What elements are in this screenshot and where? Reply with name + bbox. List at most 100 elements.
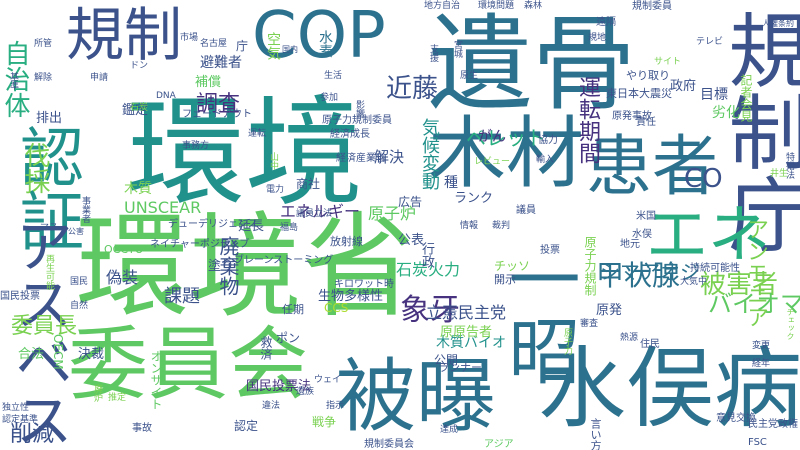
word: 遺骨 bbox=[428, 3, 637, 125]
word: 大気中 bbox=[680, 277, 708, 287]
word: 東日本大震災 bbox=[606, 87, 672, 100]
word: 立憲民主党 bbox=[426, 303, 507, 322]
word: マス bbox=[40, 223, 59, 233]
word: 原原告者 bbox=[440, 325, 493, 340]
word: 独立性 bbox=[2, 403, 30, 413]
word: 地元 bbox=[620, 239, 640, 250]
word: 偽装 bbox=[106, 268, 139, 287]
word: 排出 bbox=[36, 111, 63, 126]
word: チッソ bbox=[494, 259, 531, 273]
word: CCS bbox=[324, 301, 349, 315]
word: 戦争 bbox=[312, 415, 337, 429]
word: 原子力 bbox=[562, 328, 572, 355]
word: 運転 bbox=[248, 129, 267, 139]
word: 国内 bbox=[282, 45, 298, 54]
word: 審査 bbox=[580, 319, 599, 329]
word: 空気 bbox=[265, 32, 281, 60]
word: 木質バイオ bbox=[436, 335, 506, 351]
word: 課題 bbox=[164, 286, 200, 307]
word: OECM bbox=[51, 334, 65, 370]
word: 石炭火力 bbox=[396, 260, 461, 279]
word: 木材 bbox=[428, 109, 585, 199]
word: ドン bbox=[130, 61, 149, 71]
word: 認定 bbox=[234, 419, 259, 433]
word: 水俣病 bbox=[538, 337, 800, 440]
word: チェック bbox=[786, 308, 795, 340]
word: 言い方 bbox=[589, 418, 602, 450]
word: 電力 bbox=[266, 185, 285, 195]
word: 経済産業省 bbox=[336, 153, 386, 164]
word: 規地 bbox=[588, 33, 607, 43]
word: 責任 bbox=[636, 117, 656, 128]
word: 国民投票法 bbox=[246, 379, 312, 394]
word: 決裁 bbox=[78, 347, 105, 362]
word: 経済成長 bbox=[330, 129, 370, 140]
word: 裁判 bbox=[492, 221, 511, 231]
word: 劣化 bbox=[712, 105, 740, 121]
word: 患者 bbox=[586, 128, 718, 205]
word: 原子力規制委員 bbox=[322, 115, 392, 126]
word: 所管 bbox=[34, 39, 53, 49]
word: エネルギー bbox=[280, 202, 361, 221]
word: OCCTO bbox=[104, 243, 144, 256]
word: 国民投票 bbox=[0, 291, 40, 302]
word: 石炭 bbox=[130, 103, 149, 113]
word: 原発 bbox=[596, 303, 623, 318]
word: ペレット bbox=[466, 126, 546, 150]
word: 福島 bbox=[280, 223, 299, 233]
word: FSC bbox=[748, 437, 767, 448]
word: 環境 bbox=[127, 84, 364, 222]
word: 延長 bbox=[238, 219, 265, 234]
word: 住民 bbox=[640, 339, 660, 350]
word: アンモニア bbox=[743, 218, 768, 328]
word: 熱源 bbox=[620, 333, 639, 343]
word: 広告 bbox=[398, 195, 423, 209]
word: バイオマス bbox=[708, 290, 800, 318]
word: 自治体 bbox=[0, 40, 30, 118]
word: 遠隔 bbox=[596, 17, 616, 28]
word: 井生 bbox=[770, 169, 789, 179]
word: テレビ bbox=[696, 37, 724, 47]
word: CO bbox=[684, 164, 723, 194]
word: やり取り bbox=[626, 69, 670, 82]
word: 記者会見 bbox=[739, 74, 753, 122]
word: 人権条約 bbox=[762, 19, 794, 28]
word: 運転期間 bbox=[575, 76, 600, 164]
word: 持続可能性 bbox=[690, 263, 740, 274]
word: 議員 bbox=[516, 205, 536, 216]
word: 認証 bbox=[9, 124, 83, 252]
word: 事務方 bbox=[182, 141, 210, 151]
word: 支援 bbox=[428, 44, 438, 62]
word: 国民 bbox=[70, 277, 89, 287]
word: シマアオジ bbox=[600, 260, 700, 284]
word: 商社 bbox=[296, 177, 321, 191]
word: 削減 bbox=[10, 422, 55, 447]
word: 象牙 bbox=[400, 293, 460, 328]
word: 再生可能 bbox=[44, 254, 54, 290]
word: 水素 bbox=[317, 30, 333, 58]
word: 庁 bbox=[236, 39, 249, 53]
word: 原子炉 bbox=[368, 204, 417, 223]
word: 基準 bbox=[8, 72, 18, 90]
word: ポン bbox=[276, 331, 301, 345]
word: 米国 bbox=[636, 211, 656, 222]
word: デューデリジェンス bbox=[168, 219, 258, 230]
word: ウェイ bbox=[314, 375, 342, 385]
word: ブレーンストーミング bbox=[234, 255, 334, 266]
word: 規制 bbox=[66, 1, 183, 69]
word: 協力 bbox=[538, 135, 558, 146]
word: 木質 bbox=[124, 181, 152, 197]
word: アジア bbox=[484, 439, 514, 450]
word: 行政 bbox=[419, 242, 434, 268]
word: 公開 bbox=[434, 353, 459, 367]
word: 認定基準 bbox=[2, 415, 39, 425]
word: 輸入 bbox=[536, 155, 555, 165]
word: アスベスト bbox=[5, 216, 73, 450]
word: 遺族 bbox=[296, 387, 315, 397]
word: 一昭 bbox=[496, 242, 580, 386]
word: 被害者 bbox=[700, 270, 779, 300]
word: 近藤 bbox=[386, 74, 439, 104]
word: 甲状腺 bbox=[596, 259, 681, 292]
word: 原生 bbox=[460, 71, 479, 81]
